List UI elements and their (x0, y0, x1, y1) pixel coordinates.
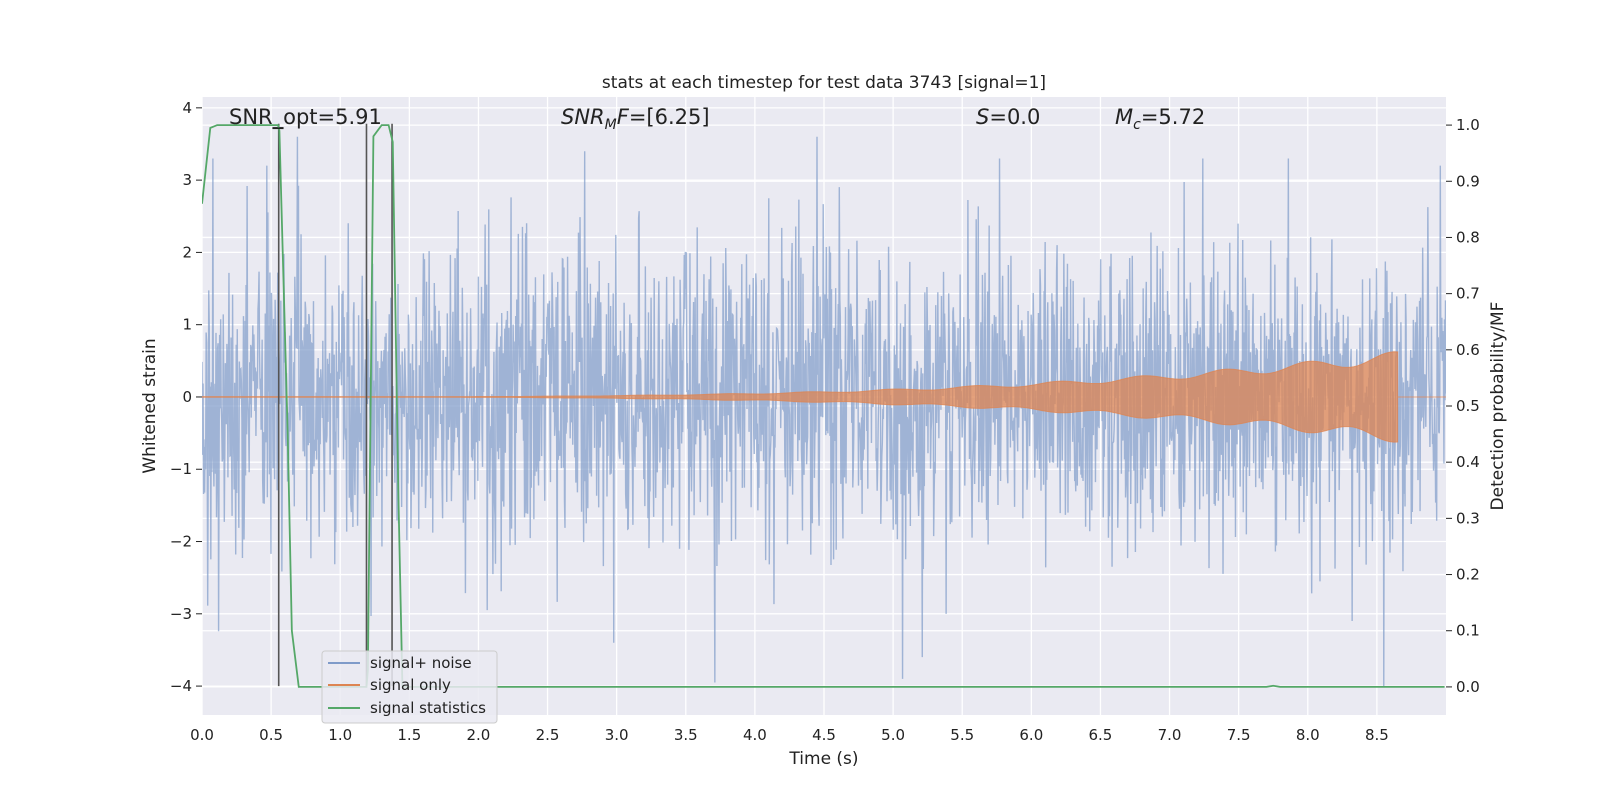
y2-axis-label: Detection probability/MF (1488, 302, 1508, 511)
y2-tick-label: 0.6 (1456, 341, 1480, 359)
annotation-mc: Mc=5.72 (1115, 105, 1205, 133)
x-tick-label: 6.5 (1089, 726, 1113, 744)
x-tick-label: 2.5 (536, 726, 560, 744)
y-tick-label: −1 (170, 460, 192, 478)
series-signal-only (202, 351, 1446, 443)
x-tick-label: 1.0 (328, 726, 352, 744)
y2-tick-label: 0.0 (1456, 678, 1480, 696)
legend-label-signal-only: signal only (370, 676, 451, 694)
right-axis-ticks: 1.0 0.9 0.8 0.7 0.6 0.5 0.4 0.3 0.2 0.1 0.0 (1446, 116, 1480, 696)
annotation-s-value: =0.0 (989, 105, 1040, 129)
y-tick-label: 1 (182, 316, 192, 334)
y2-tick-label: 1.0 (1456, 116, 1480, 134)
x-tick-label: 3.5 (674, 726, 698, 744)
x-tick-label: 8.0 (1296, 726, 1320, 744)
y2-tick-label: 0.9 (1456, 172, 1480, 190)
y2-tick-label: 0.1 (1456, 622, 1480, 640)
x-axis-ticks: 0.0 0.5 1.0 1.5 2.0 2.5 3.0 3.5 4.0 4.5 5.0 5.5 6.0 6… (190, 726, 1389, 744)
x-tick-label: 5.0 (881, 726, 905, 744)
x-tick-label: 5.5 (950, 726, 974, 744)
legend-label-signal-statistics: signal statistics (370, 699, 486, 717)
y2-tick-label: 0.8 (1456, 228, 1480, 246)
left-axis-ticks: 4 3 2 1 0 −1 −2 −3 −4 (170, 99, 202, 695)
x-tick-label: 4.0 (743, 726, 767, 744)
chart-title: stats at each timestep for test data 374… (602, 73, 1046, 93)
y2-tick-label: 0.4 (1456, 453, 1480, 471)
x-tick-label: 7.0 (1158, 726, 1182, 744)
y-tick-label: −3 (170, 605, 192, 623)
y-tick-label: 4 (182, 99, 192, 117)
annotation-snr-mf: SNRMF=[6.25] (561, 105, 710, 133)
y-tick-label: 3 (182, 171, 192, 189)
x-tick-label: 0.5 (259, 726, 283, 744)
y-axis-label: Whitened strain (140, 338, 160, 473)
y-tick-label: 0 (182, 388, 192, 406)
x-tick-label: 3.0 (605, 726, 629, 744)
annotation-s: S=0.0 (976, 105, 1040, 129)
legend-box (321, 650, 498, 724)
y2-tick-label: 0.2 (1456, 566, 1480, 584)
y2-tick-label: 0.5 (1456, 397, 1480, 415)
legend-label-signal-plus-noise: signal+ noise (370, 654, 472, 672)
x-tick-label: 2.0 (467, 726, 491, 744)
legend: signal+ noise signal only signal statist… (321, 650, 498, 724)
x-axis-label: Time (s) (788, 749, 858, 769)
x-tick-label: 8.5 (1365, 726, 1389, 744)
x-tick-label: 7.5 (1227, 726, 1251, 744)
y-tick-label: 2 (182, 243, 192, 261)
x-tick-label: 1.5 (397, 726, 421, 744)
series-signal-statistics (202, 124, 1445, 688)
y-tick-label: −4 (170, 677, 192, 695)
y2-tick-label: 0.3 (1456, 509, 1480, 527)
annotation-snr-opt: SNR_opt=5.91 (229, 105, 382, 130)
annotation-mc-value: =5.72 (1141, 105, 1205, 129)
annotation-snr-mf-value: =[6.25] (629, 105, 710, 129)
x-tick-label: 6.0 (1019, 726, 1043, 744)
x-tick-label: 0.0 (190, 726, 214, 744)
event-markers (272, 123, 393, 687)
y-tick-label: −2 (170, 533, 192, 551)
x-tick-label: 4.5 (812, 726, 836, 744)
y2-tick-label: 0.7 (1456, 285, 1480, 303)
